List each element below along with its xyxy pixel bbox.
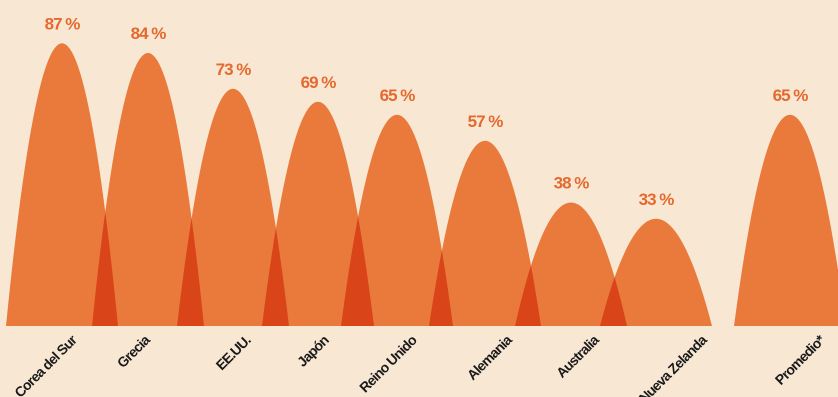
arch-group: [6, 43, 838, 326]
arch-australia: [515, 202, 627, 326]
value-label: 84 %: [131, 24, 167, 43]
category-label: Australia: [553, 331, 602, 380]
value-label: 33 %: [639, 190, 675, 209]
value-label: 57 %: [468, 112, 504, 131]
category-label: Corea del Sur: [11, 331, 80, 397]
value-label: 65 %: [380, 86, 416, 105]
arch-grecia: [92, 53, 204, 326]
arch-corea-del-sur: [6, 43, 118, 326]
category-label-group: Corea del Sur Grecia EE.UU. Japón Reino Unid…: [11, 331, 828, 397]
arch-reino-unido: [341, 114, 453, 326]
value-label: 69 %: [301, 73, 337, 92]
value-label: 73 %: [216, 60, 252, 79]
arch-jap-n: [262, 101, 374, 326]
arch-ee-uu: [177, 88, 289, 326]
arch-nueva-zelanda: [600, 218, 712, 326]
category-label: EE.UU.: [213, 332, 254, 373]
value-label-group: 87 % 84 % 73 % 69 % 65 % 57 % 38 % 33 % 65 %: [45, 14, 810, 209]
category-label: Nueva Zelanda: [636, 331, 711, 397]
value-label: 87 %: [45, 14, 81, 33]
value-label: 65 %: [773, 86, 809, 105]
arch-alemania: [429, 140, 541, 326]
value-label: 38 %: [554, 174, 590, 193]
category-label: Promedio*: [772, 331, 829, 388]
category-label: Japón: [294, 332, 332, 370]
category-label: Alemania: [464, 331, 516, 383]
category-label: Grecia: [114, 331, 153, 370]
arch-promedio: [734, 115, 838, 326]
category-label: Reino Unido: [356, 332, 420, 396]
